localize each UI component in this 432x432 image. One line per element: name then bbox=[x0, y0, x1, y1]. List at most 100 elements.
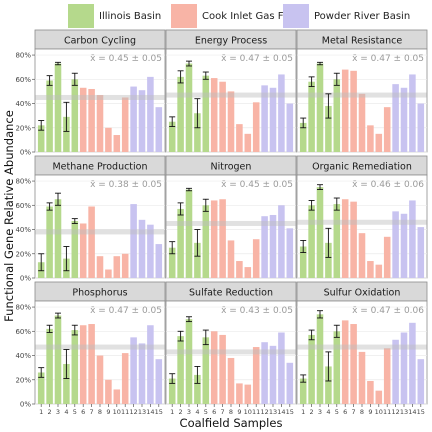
bar bbox=[236, 383, 243, 404]
x-tick-label: 8 bbox=[98, 408, 102, 416]
x-tick-label: 8 bbox=[360, 408, 364, 416]
x-tick-label: 6 bbox=[212, 408, 216, 416]
bar bbox=[392, 339, 399, 404]
bar bbox=[54, 63, 62, 152]
legend: Illinois Basin Cook Inlet Gas Field Powd… bbox=[0, 0, 432, 30]
bar bbox=[210, 200, 218, 278]
bar bbox=[177, 76, 184, 152]
bar bbox=[54, 315, 62, 404]
mean-band bbox=[166, 92, 296, 98]
bar bbox=[121, 97, 129, 152]
x-tick-label: 2 bbox=[48, 408, 52, 416]
bar bbox=[409, 74, 416, 152]
x-tick-label: 5 bbox=[204, 408, 208, 416]
bar bbox=[46, 206, 53, 278]
x-tick-label: 6 bbox=[81, 408, 85, 416]
bar bbox=[325, 105, 332, 152]
bar bbox=[37, 125, 45, 152]
mean-band bbox=[166, 220, 296, 226]
bar bbox=[244, 267, 252, 278]
bar bbox=[147, 76, 154, 152]
bar bbox=[130, 86, 137, 152]
bar bbox=[333, 331, 341, 404]
x-tick-label: 15 bbox=[417, 408, 425, 416]
x-tick-label: 4 bbox=[326, 408, 330, 416]
x-tick-label: 1 bbox=[39, 408, 43, 416]
mean-band bbox=[297, 219, 427, 225]
bar bbox=[168, 247, 176, 278]
bar bbox=[130, 204, 137, 278]
panel: Phosphorus x̄ = 0.47 ± 0.05 0% 20% 40% 60% 80%… bbox=[15, 281, 166, 416]
bar bbox=[105, 127, 112, 152]
mean-annotation: x̄ = 0.38 ± 0.05 bbox=[90, 180, 162, 190]
bar bbox=[113, 389, 121, 404]
x-tick-label: 7 bbox=[221, 408, 225, 416]
bar bbox=[168, 121, 176, 152]
bar bbox=[155, 107, 163, 152]
panel-title: Nitrogen bbox=[211, 162, 252, 173]
bar bbox=[96, 256, 104, 278]
bar bbox=[375, 133, 383, 152]
mean-annotation: x̄ = 0.45 ± 0.05 bbox=[90, 54, 162, 64]
bar bbox=[113, 135, 121, 152]
bar bbox=[417, 103, 425, 152]
x-tick-label: 15 bbox=[155, 408, 163, 416]
x-tick-label: 1 bbox=[170, 408, 174, 416]
bar bbox=[71, 330, 79, 404]
x-tick-label: 4 bbox=[64, 408, 68, 416]
y-tick-label: 80% bbox=[15, 304, 31, 312]
legend-label: Powder River Basin bbox=[314, 10, 411, 22]
bar bbox=[88, 88, 95, 152]
bar bbox=[210, 331, 218, 404]
y-tick-label: 20% bbox=[15, 250, 31, 258]
y-tick-label: 60% bbox=[15, 202, 31, 210]
bar bbox=[177, 336, 184, 404]
bar bbox=[341, 320, 349, 404]
bar bbox=[333, 79, 341, 152]
panel: Carbon Cycling x̄ = 0.45 ± 0.05 0% 20% 40% 60… bbox=[15, 29, 166, 157]
x-tick-label: 5 bbox=[335, 408, 339, 416]
panel: Nitrogen x̄ = 0.45 ± 0.05 bbox=[165, 155, 297, 279]
y-tick-label: 0% bbox=[20, 149, 31, 157]
bar bbox=[185, 189, 193, 278]
mean-annotation: x̄ = 0.47 ± 0.05 bbox=[90, 306, 162, 316]
x-tick-label: 14 bbox=[277, 408, 285, 416]
bar bbox=[308, 205, 315, 278]
x-tick-label: 2 bbox=[310, 408, 314, 416]
mean-annotation: x̄ = 0.47 ± 0.05 bbox=[221, 54, 293, 64]
bar bbox=[244, 384, 252, 404]
bar bbox=[358, 351, 366, 404]
panel: Energy Process x̄ = 0.47 ± 0.05 bbox=[165, 29, 297, 153]
x-tick-label: 11 bbox=[121, 408, 129, 416]
x-tick-label: 9 bbox=[368, 408, 372, 416]
bar bbox=[286, 228, 294, 278]
x-tick-label: 10 bbox=[375, 408, 383, 416]
x-axis-title: Coalfield Samples bbox=[179, 416, 283, 430]
y-tick-label: 40% bbox=[15, 100, 31, 108]
x-tick-label: 1 bbox=[301, 408, 305, 416]
bar bbox=[383, 107, 391, 152]
legend-swatch bbox=[171, 4, 197, 28]
bar bbox=[219, 199, 226, 278]
bar bbox=[54, 199, 62, 278]
bar bbox=[261, 216, 268, 278]
bar bbox=[219, 334, 226, 404]
bar bbox=[88, 206, 95, 278]
mean-band bbox=[297, 92, 427, 98]
bar bbox=[350, 324, 357, 404]
bar bbox=[244, 133, 252, 152]
bar bbox=[219, 81, 226, 152]
bar bbox=[46, 328, 53, 404]
x-tick-label: 2 bbox=[179, 408, 183, 416]
bar bbox=[79, 325, 87, 404]
bar bbox=[177, 208, 184, 278]
bar bbox=[113, 256, 121, 278]
bar bbox=[168, 378, 176, 404]
bar bbox=[88, 324, 95, 404]
panel-title: Metal Resistance bbox=[322, 36, 403, 47]
bar bbox=[121, 353, 129, 404]
bar bbox=[316, 187, 324, 278]
mean-band bbox=[297, 344, 427, 350]
